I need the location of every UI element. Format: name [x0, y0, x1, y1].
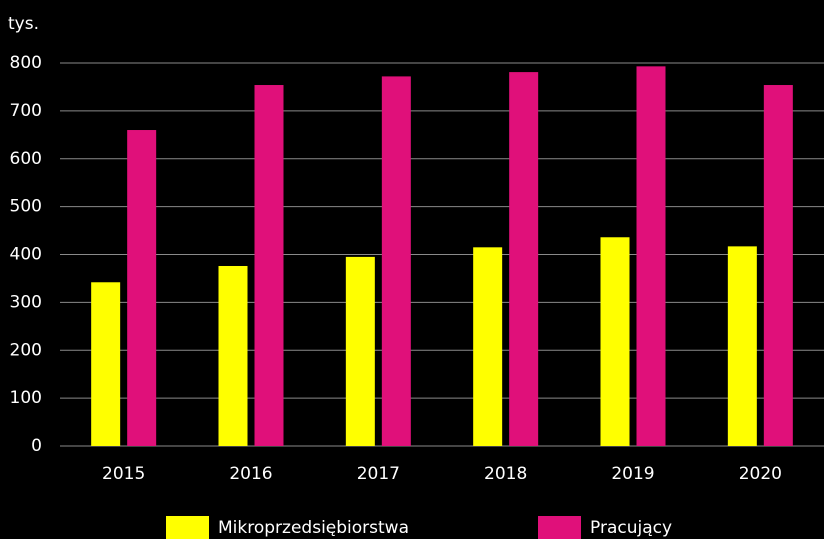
bar: [218, 265, 248, 446]
x-tick-label: 2019: [611, 464, 654, 484]
x-tick-label: 2020: [739, 464, 782, 484]
y-tick-label: 300: [10, 292, 42, 312]
bar: [636, 66, 666, 446]
x-tick-label: 2016: [229, 464, 272, 484]
bar: [127, 130, 157, 446]
legend-label: Pracujący: [590, 518, 672, 538]
y-tick-label: 0: [31, 436, 42, 456]
bar: [763, 85, 793, 447]
bar: [381, 76, 411, 446]
legend-swatch: [538, 516, 581, 539]
x-tick-label: 2018: [484, 464, 527, 484]
x-tick-label: 2015: [102, 464, 145, 484]
bar: [727, 246, 757, 446]
bar: [254, 85, 284, 447]
y-tick-label: 200: [10, 340, 42, 360]
x-tick-label: 2017: [357, 464, 400, 484]
bar: [91, 282, 121, 446]
y-tick-label: 600: [10, 149, 42, 169]
bar: [473, 247, 503, 446]
bar: [509, 72, 539, 446]
y-tick-label: 100: [10, 388, 42, 408]
y-tick-label: 800: [10, 53, 42, 73]
legend-swatch: [166, 516, 209, 539]
legend-label: Mikroprzedsiębiorstwa: [218, 518, 409, 538]
y-axis-label: tys.: [8, 14, 39, 34]
y-tick-label: 500: [10, 197, 42, 217]
y-tick-label: 400: [10, 245, 42, 265]
y-tick-label: 700: [10, 101, 42, 121]
bar: [345, 256, 375, 446]
bar: [600, 237, 630, 446]
